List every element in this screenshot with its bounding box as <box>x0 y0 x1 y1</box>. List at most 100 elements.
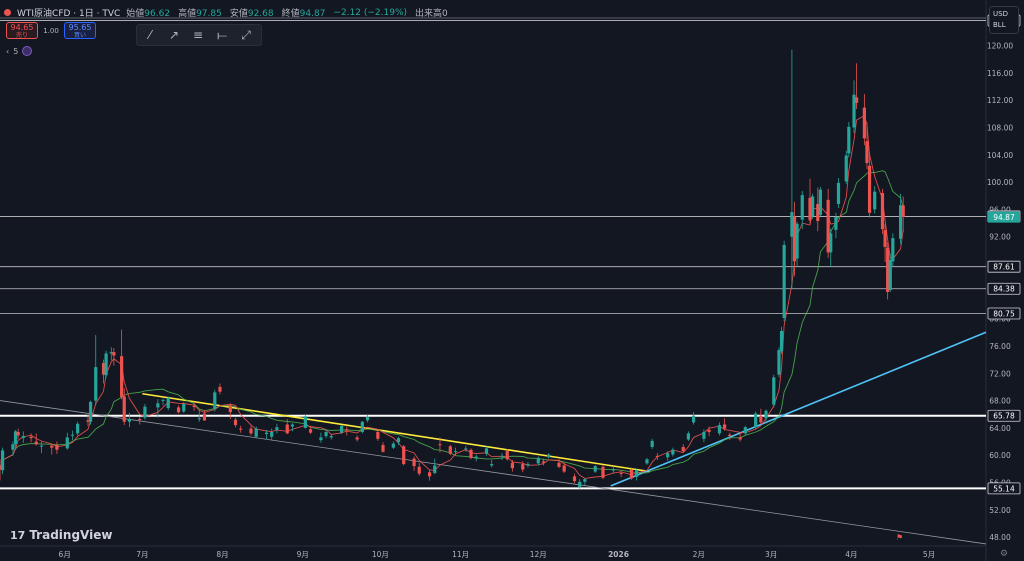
candle-body <box>779 330 784 352</box>
candle-body <box>526 464 530 466</box>
settings-gear-icon[interactable]: ⚙ <box>1000 549 1009 559</box>
candle-body <box>836 182 841 204</box>
level-price-label: 55.14 <box>993 484 1015 493</box>
y-tick-label: 76.00 <box>989 342 1011 351</box>
candle-body <box>562 465 566 472</box>
candle-body <box>898 205 903 239</box>
trend-line[interactable] <box>0 400 987 545</box>
candle-body <box>360 421 364 432</box>
level-price-tag <box>987 409 1021 422</box>
candle-body <box>880 193 885 230</box>
parallel-channel-icon[interactable]: ≡ <box>192 28 204 42</box>
symbol-header: WTI原油CFD · 1日 · TVC 始値96.62 高値97.85 安値92… <box>4 6 448 19</box>
candle-body <box>433 465 437 473</box>
candle-body <box>202 413 207 421</box>
x-tick-label: 4月 <box>845 550 857 559</box>
y-tick-label: 120.00 <box>987 42 1013 51</box>
candle-body <box>782 244 786 318</box>
candle-body <box>717 425 722 434</box>
candle-body <box>412 458 416 467</box>
high-value: 97.85 <box>196 9 222 19</box>
candle-body <box>70 434 75 436</box>
candle-body <box>671 449 675 455</box>
candle-body <box>844 155 848 182</box>
buy-button[interactable]: 95.65 買い <box>64 22 96 39</box>
candle-body <box>738 437 742 440</box>
candle-body <box>500 455 504 457</box>
candle-body <box>402 446 406 465</box>
candle-body <box>55 444 59 450</box>
extended-line-icon[interactable]: ⤢ <box>241 28 251 42</box>
tradingview-logo: 17 TradingView <box>10 528 112 542</box>
currency-selector[interactable]: USD BLL <box>989 6 1019 34</box>
candle-body <box>505 451 509 460</box>
moving-average-fast <box>0 115 904 479</box>
candle-body <box>438 444 442 446</box>
candle-body <box>867 165 872 213</box>
candle-body <box>583 479 587 482</box>
x-tick-label: 6月 <box>59 550 71 559</box>
low-value: 92.68 <box>247 9 274 19</box>
candle-body <box>901 205 905 217</box>
level-price-label: 65.78 <box>993 412 1015 421</box>
candle-body <box>0 468 2 470</box>
collapse-chevron-icon[interactable]: ‹ <box>6 46 10 56</box>
horizontal-ray-icon[interactable]: ⟝ <box>217 28 227 42</box>
current-price-label: 94.87 <box>993 213 1015 222</box>
candle-body <box>572 476 577 482</box>
candle-body <box>365 416 370 421</box>
candle-body <box>396 438 401 443</box>
candle-body <box>686 433 690 440</box>
candle-body <box>818 189 822 215</box>
events-flag-icon[interactable]: ⚑ <box>896 533 904 542</box>
candle-body <box>239 428 243 430</box>
y-tick-label: 116.00 <box>987 69 1013 78</box>
indicator-value: 5 <box>13 46 19 56</box>
candle-body <box>888 259 892 290</box>
indicator-legend[interactable]: ‹ 5 <box>6 46 33 56</box>
candle-body <box>381 444 385 452</box>
candle-body <box>800 195 804 220</box>
candle-body <box>161 399 165 401</box>
trend-line-icon[interactable]: ⁄ <box>148 28 151 42</box>
drawing-toolbar: ⁄ ↗ ≡ ⟝ ⤢ <box>136 24 262 46</box>
candle-body <box>275 427 279 430</box>
ray-icon[interactable]: ↗ <box>168 28 180 42</box>
indicator-settings-icon[interactable] <box>22 46 33 56</box>
candle-body <box>469 449 473 458</box>
candle-body <box>578 481 582 488</box>
candle-body <box>865 141 869 163</box>
candle-body <box>855 97 859 103</box>
open-label: 始値 <box>126 9 145 19</box>
candle-body <box>391 443 395 448</box>
trend-line[interactable] <box>610 331 987 487</box>
candle-body <box>50 445 54 448</box>
candle-body <box>759 415 763 423</box>
candle-body <box>464 448 468 450</box>
candle-body <box>635 470 639 478</box>
candle-body <box>743 427 747 434</box>
candle-body <box>427 472 432 477</box>
trend-line[interactable] <box>142 392 650 473</box>
candle-body <box>329 436 333 438</box>
candle-body <box>536 457 540 464</box>
close-label: 終値 <box>281 9 300 19</box>
candle-body <box>883 229 887 247</box>
candle-body <box>417 466 421 474</box>
candle-body <box>285 424 289 434</box>
symbol-title[interactable]: WTI原油CFD · 1日 · TVC <box>17 9 121 19</box>
level-price-label: 87.61 <box>993 263 1015 272</box>
buy-label: 買い <box>73 32 86 39</box>
candle-body <box>345 429 349 431</box>
trade-panel: 94.65 売り 1.00 95.65 買い <box>6 22 96 39</box>
x-tick-label: 3月 <box>765 550 777 559</box>
candle-body <box>29 436 33 439</box>
candle-body <box>691 415 696 423</box>
sell-button[interactable]: 94.65 売り <box>6 22 38 39</box>
candle-body <box>645 459 649 464</box>
brand-name: TradingView <box>29 528 113 542</box>
candle-body <box>197 418 201 420</box>
candle-body <box>728 434 732 437</box>
y-tick-label: 112.00 <box>987 96 1013 105</box>
